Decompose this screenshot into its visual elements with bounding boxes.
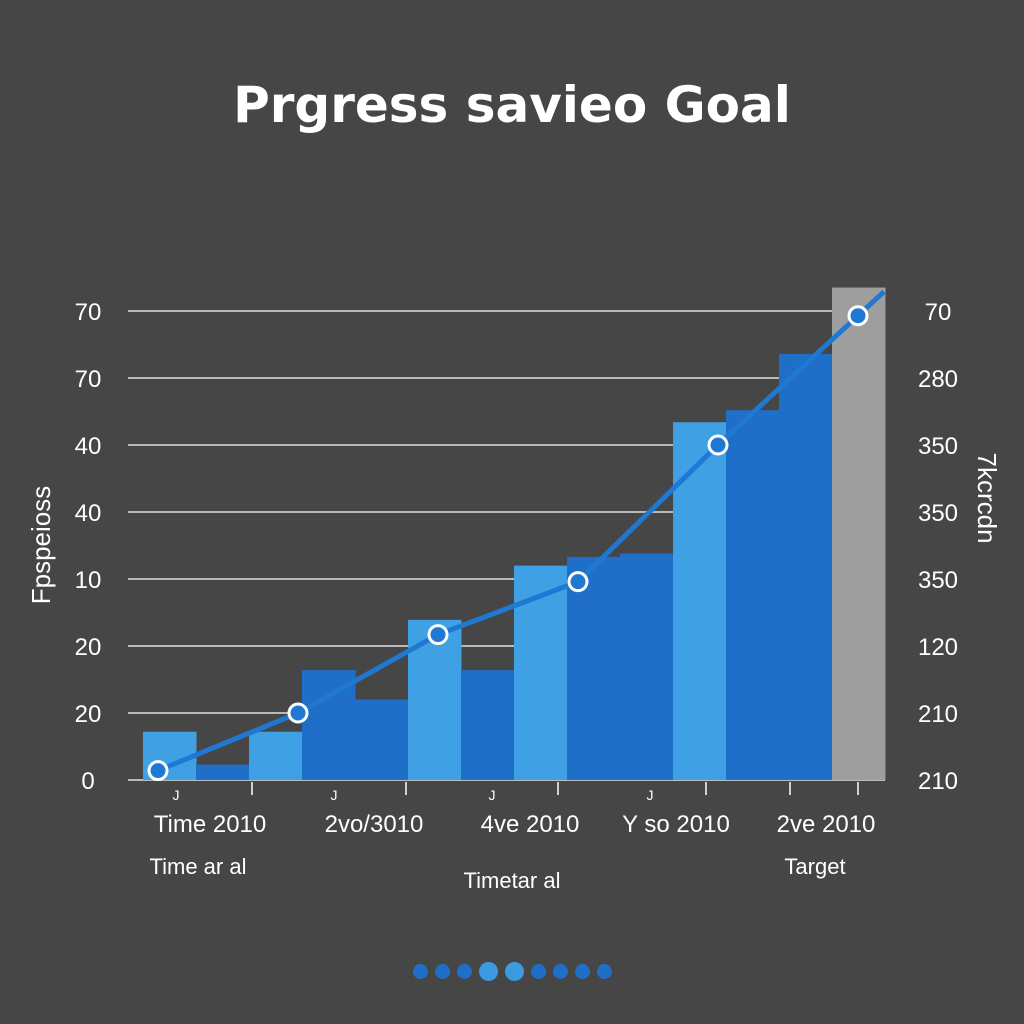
x-tick-mark: J (647, 787, 654, 803)
y-tick-label-left: 40 (75, 500, 102, 527)
y-tick-label-left: 70 (75, 299, 102, 326)
y-tick-label-left: 0 (81, 768, 94, 795)
y-tick-label-right: 120 (918, 634, 958, 661)
x-tick-mark: J (331, 787, 338, 803)
bar (779, 353, 833, 780)
x-tick-label: 4ve 2010 (481, 811, 580, 838)
y-tick-label-right: 210 (918, 701, 958, 728)
x-tick-label: 2vo/3010 (325, 811, 424, 838)
y-axis-left-ticks: 0 20 20 10 40 40 70 70 (75, 299, 102, 795)
x-axis-label-center: Timetar al (464, 868, 561, 893)
pagination-dot[interactable] (434, 963, 450, 979)
bar (832, 287, 886, 780)
y-axis-label-right: 7kcrcdn (972, 452, 1002, 543)
pagination-dot[interactable] (456, 963, 472, 979)
trend-point (147, 760, 169, 782)
x-tick-label: Time 2010 (154, 811, 267, 838)
y-axis-right-ticks: 210 210 120 350 350 350 280 70 (918, 299, 958, 795)
y-tick-label-right: 280 (918, 366, 958, 393)
y-tick-label-right: 210 (918, 768, 958, 795)
x-tick-mark: J (489, 787, 496, 803)
y-tick-label-left: 70 (75, 366, 102, 393)
bar (461, 670, 515, 780)
x-axis-label-left: Time ar al (150, 854, 247, 879)
y-tick-label-right: 70 (925, 299, 952, 326)
pagination-dot[interactable] (478, 961, 498, 981)
target-label: Target (784, 854, 845, 879)
pagination-dot[interactable] (574, 963, 590, 979)
pagination-dot[interactable] (412, 963, 428, 979)
y-tick-label-left: 40 (75, 433, 102, 460)
pagination-dot[interactable] (596, 963, 612, 979)
trend-point (567, 571, 589, 593)
chart-title: Prgress savieo Goal (233, 76, 791, 134)
y-tick-label-left: 20 (75, 634, 102, 661)
x-tick-mark: J (173, 787, 180, 803)
trend-line-series (147, 289, 886, 782)
bar (620, 553, 674, 780)
trend-point (287, 702, 309, 724)
pagination-dot[interactable] (530, 963, 546, 979)
bar (726, 410, 780, 780)
bar (355, 699, 409, 780)
x-tick-label: 2ve 2010 (777, 811, 876, 838)
bar (196, 764, 250, 780)
x-tick-label: Y so 2010 (622, 811, 730, 838)
bar (567, 556, 621, 780)
trend-point (427, 624, 449, 646)
y-tick-label-left: 20 (75, 701, 102, 728)
pagination-dots[interactable] (0, 958, 1024, 984)
y-axis-label-left: Fpspeioss (26, 486, 56, 605)
grid-lines (128, 310, 885, 781)
bars (143, 287, 886, 780)
bar (249, 731, 303, 780)
y-tick-label-right: 350 (918, 567, 958, 594)
trend-point (847, 305, 869, 327)
trend-point (707, 434, 729, 456)
y-tick-label-right: 350 (918, 433, 958, 460)
bar (673, 422, 727, 780)
pagination-dot[interactable] (504, 961, 524, 981)
pagination-dot[interactable] (552, 963, 568, 979)
x-axis-tick-labels: Time 2010 2vo/3010 4ve 2010 Y so 2010 2ve 20… (154, 811, 876, 838)
y-tick-label-left: 10 (75, 567, 102, 594)
y-tick-label-right: 350 (918, 500, 958, 527)
